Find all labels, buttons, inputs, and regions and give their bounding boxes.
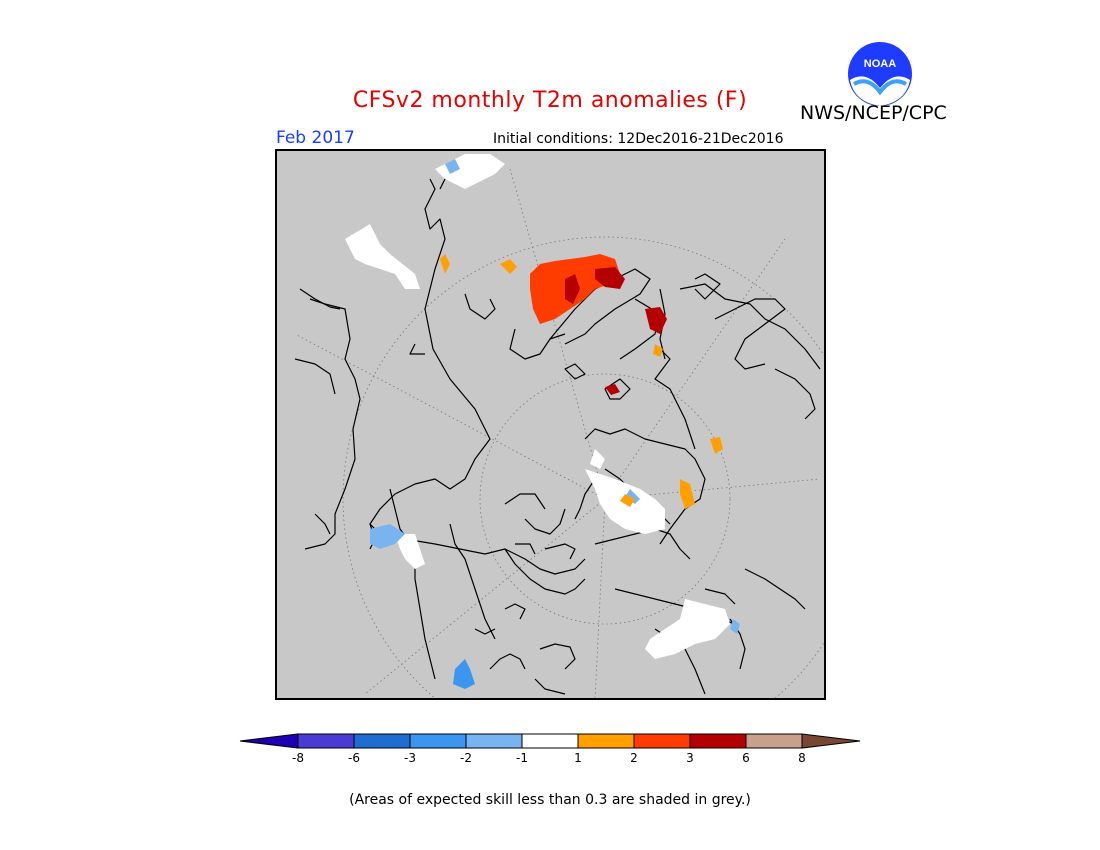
region-hot [595,267,625,289]
region-near-normal [590,449,605,469]
logo-text: NOAA [864,58,896,70]
anomaly-regions [345,154,740,689]
region-warm [500,259,517,274]
region-near-normal [395,534,425,569]
region-near-normal [645,599,730,659]
region-hot [605,384,620,395]
colorbar [239,733,861,749]
colorbar-tick-label: -8 [292,751,304,765]
region-warm [653,344,663,357]
colorbar-arrow-high [801,733,861,749]
skill-footnote: (Areas of expected skill less than 0.3 a… [349,792,751,808]
region-cold [453,659,475,689]
colorbar-bin [409,733,467,749]
colorbar-tick-label: 1 [574,751,582,765]
region-cool [370,524,405,549]
colorbar-bin [521,733,579,749]
colorbar-bin [633,733,691,749]
region-cool [730,619,740,634]
colorbar-tick-label: -1 [516,751,528,765]
region-warm [710,437,723,454]
initial-conditions-label: Initial conditions: 12Dec2016-21Dec2016 [493,131,784,147]
colorbar-bin [745,733,803,749]
region-hot [565,274,580,304]
region-near-normal [345,224,420,289]
colorbar-bin [297,733,355,749]
graticule [294,168,826,700]
colorbar-bin [577,733,635,749]
period-label: Feb 2017 [276,128,355,148]
colorbar-tick-label: 2 [630,751,638,765]
colorbar-tick-label: 8 [798,751,806,765]
region-warm [680,479,695,509]
colorbar-bin [465,733,523,749]
polar-map [275,149,826,700]
colorbar-tick-label: -2 [460,751,472,765]
region-cool [625,489,640,504]
colorbar-bin [353,733,411,749]
map-frame [275,149,826,700]
colorbar-tick-label: 6 [742,751,750,765]
region-cool [445,159,460,174]
colorbar-arrow-low [239,733,299,749]
region-warm [620,494,635,507]
organization-label: NWS/NCEP/CPC [800,102,947,124]
region-hot [645,307,667,334]
chart-title: CFSv2 monthly T2m anomalies (F) [352,88,748,113]
colorbar-tick-label: 3 [686,751,694,765]
region-warm [440,254,450,274]
colorbar-bin [689,733,747,749]
colorbar-tick-label: -6 [348,751,360,765]
colorbar-tick-label: -3 [404,751,416,765]
noaa-logo-icon: NOAA [848,42,912,106]
